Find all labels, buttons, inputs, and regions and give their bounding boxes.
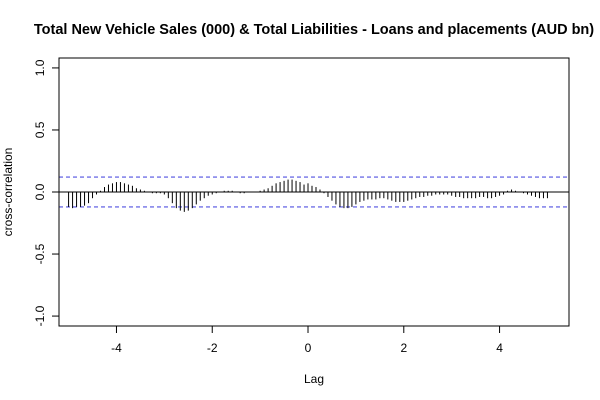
y-tick-label: -0.5	[33, 243, 47, 264]
x-axis: -4 -2 0 2 4	[111, 325, 503, 355]
x-tick-label: -4	[111, 341, 122, 355]
y-tick-label: 1.0	[33, 59, 47, 76]
y-tick-label: 0.0	[33, 183, 47, 200]
x-tick-label: 2	[400, 341, 407, 355]
y-axis: -1.0 -0.5 0.0 0.5 1.0	[33, 59, 60, 326]
x-axis-label: Lag	[304, 372, 324, 386]
confidence-bounds	[59, 176, 569, 208]
y-tick-label: -1.0	[33, 305, 47, 326]
y-axis-label: cross-correlation	[1, 148, 15, 237]
x-tick-label: 0	[305, 341, 312, 355]
y-tick-label: 0.5	[33, 121, 47, 138]
x-tick-label: -2	[207, 341, 218, 355]
chart-title: Total New Vehicle Sales (000) & Total Li…	[34, 22, 594, 38]
x-tick-label: 4	[496, 341, 503, 355]
correlation-bars	[68, 179, 548, 212]
